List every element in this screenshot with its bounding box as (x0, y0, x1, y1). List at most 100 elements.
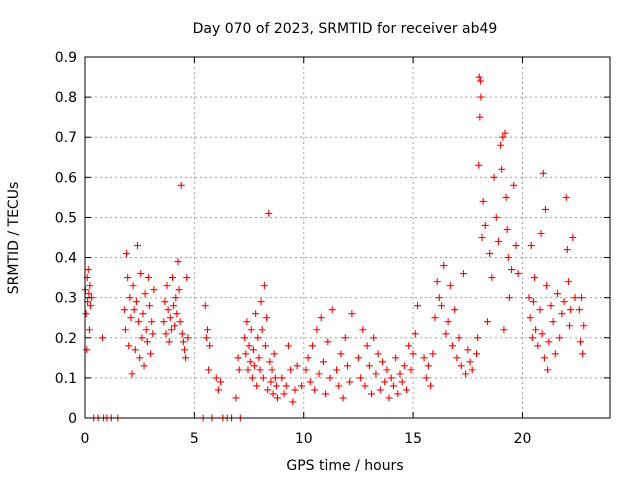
data-point (120, 306, 128, 314)
data-point (169, 274, 176, 282)
data-point (505, 294, 513, 302)
data-point (556, 334, 564, 342)
data-point (142, 326, 150, 334)
data-point (259, 374, 267, 382)
y-tick-label: 0.1 (55, 371, 77, 387)
data-point (451, 306, 459, 314)
data-point (409, 350, 417, 358)
data-point (324, 338, 332, 346)
data-point (540, 354, 548, 362)
data-point (337, 350, 345, 358)
data-point (427, 382, 435, 390)
y-tick-label: 0.8 (55, 90, 77, 106)
data-point (176, 318, 184, 326)
data-point (558, 310, 566, 318)
data-point (124, 274, 132, 282)
data-point (86, 302, 94, 310)
data-point (341, 334, 349, 342)
data-point (293, 362, 301, 370)
data-point (368, 390, 376, 398)
data-point (130, 306, 138, 314)
data-point (313, 326, 321, 334)
data-point (319, 358, 327, 366)
data-point (85, 290, 93, 298)
data-point (167, 326, 175, 334)
data-point (563, 246, 571, 254)
data-point (405, 342, 413, 350)
data-point (403, 386, 411, 394)
x-tick-label: 15 (404, 431, 422, 447)
data-point (86, 282, 94, 290)
data-point (202, 334, 210, 342)
data-point (243, 318, 251, 326)
data-point (175, 286, 183, 294)
data-point (280, 390, 288, 398)
data-point (333, 366, 341, 374)
data-point (527, 242, 535, 250)
data-point (385, 394, 393, 402)
data-point (476, 113, 484, 121)
data-point (161, 298, 169, 306)
data-point (429, 350, 437, 358)
data-point (248, 374, 256, 382)
data-point (576, 338, 584, 346)
data-point (446, 282, 454, 290)
data-point (536, 306, 544, 314)
data-point (494, 238, 502, 246)
y-tick-label: 0.7 (55, 130, 77, 146)
data-point (255, 354, 263, 362)
data-point (453, 354, 461, 362)
data-point (462, 370, 470, 378)
data-point (566, 322, 574, 330)
data-point (291, 386, 299, 394)
data-point (246, 358, 254, 366)
data-point (328, 306, 336, 314)
data-point (571, 294, 579, 302)
data-point (475, 73, 483, 81)
data-point (398, 378, 406, 386)
data-point (132, 298, 140, 306)
data-point (477, 77, 484, 85)
data-point (298, 382, 306, 390)
data-point (578, 294, 586, 302)
data-point (569, 234, 577, 241)
data-point (457, 362, 465, 370)
gridlines (85, 57, 610, 418)
data-point (510, 181, 518, 189)
data-point (376, 386, 384, 394)
data-point (501, 129, 509, 137)
y-tick-label: 0.2 (55, 331, 77, 347)
data-point (498, 165, 506, 173)
data-point (204, 326, 211, 334)
data-point (126, 294, 134, 302)
data-point (83, 346, 91, 354)
data-point (172, 294, 180, 302)
data-point (339, 394, 347, 402)
data-point (514, 270, 522, 278)
data-point (545, 338, 553, 346)
data-point (85, 326, 93, 334)
data-point (99, 334, 106, 342)
data-point (257, 298, 265, 306)
data-point (424, 362, 432, 370)
data-point (287, 366, 295, 374)
data-point (140, 362, 148, 370)
data-point (354, 354, 362, 362)
data-point (499, 133, 507, 141)
data-point (348, 310, 356, 318)
data-point (526, 314, 534, 322)
y-tick-label: 0 (68, 411, 77, 427)
x-tick-label: 20 (514, 431, 532, 447)
data-point (541, 205, 549, 213)
data-point (473, 350, 481, 358)
data-point (534, 342, 542, 350)
y-tick-label: 0.9 (55, 50, 77, 66)
data-point (146, 302, 154, 310)
data-point (547, 302, 555, 310)
data-point (529, 298, 537, 306)
data-point (512, 242, 520, 250)
data-point (84, 266, 92, 274)
data-point (444, 318, 452, 326)
data-point (265, 209, 273, 217)
data-point (486, 250, 494, 258)
